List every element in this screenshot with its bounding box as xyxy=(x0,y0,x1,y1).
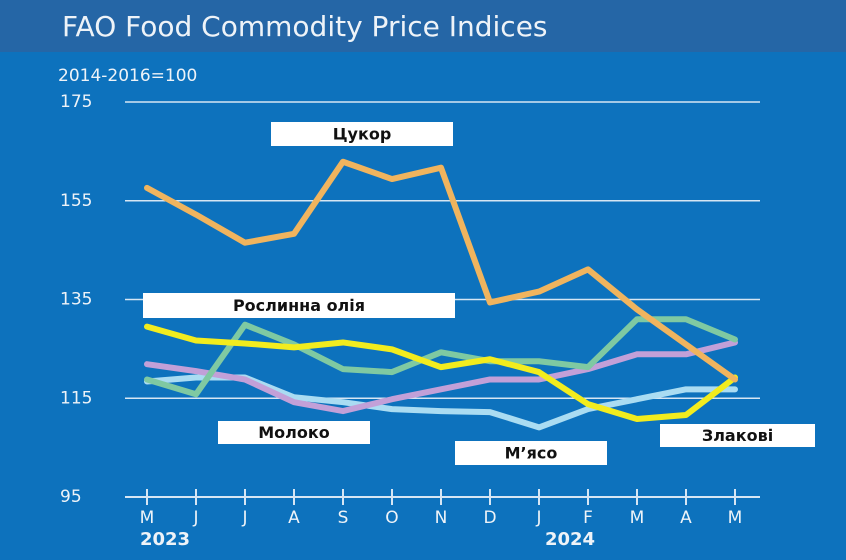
y-tick-label: 155 xyxy=(60,191,92,211)
x-tick-label: A xyxy=(288,508,300,528)
x-tick-label: M xyxy=(140,508,155,528)
year-label: 2023 xyxy=(140,529,190,550)
label-box xyxy=(271,122,453,146)
x-tick-label: J xyxy=(241,508,247,528)
x-tick-label: A xyxy=(680,508,692,528)
series-label: М’ясо xyxy=(505,444,558,463)
label-box xyxy=(143,293,455,318)
series-label: Злакові xyxy=(702,426,773,445)
series-label: Рослинна олія xyxy=(233,296,365,315)
y-tick-label: 95 xyxy=(60,487,82,507)
x-tick-label: J xyxy=(192,508,198,528)
x-tick-label: N xyxy=(435,508,448,528)
x-tick-label: S xyxy=(338,508,349,528)
label-box xyxy=(660,424,815,447)
label-box xyxy=(218,421,370,444)
chart-title: FAO Food Commodity Price Indices xyxy=(62,10,548,43)
y-tick-label: 175 xyxy=(60,92,92,112)
x-tick-label: M xyxy=(630,508,645,528)
y-tick-label: 135 xyxy=(60,290,92,310)
series-line xyxy=(144,158,738,383)
x-tick-label: D xyxy=(483,508,496,528)
x-tick-label: O xyxy=(385,508,398,528)
subtitle: 2014-2016=100 xyxy=(58,66,197,86)
year-label: 2024 xyxy=(545,529,595,550)
series-line xyxy=(144,339,738,415)
y-tick-label: 115 xyxy=(60,388,92,408)
x-tick-label: J xyxy=(535,508,541,528)
series-line xyxy=(144,323,738,422)
series-label: Цукор xyxy=(333,125,392,144)
label-box xyxy=(455,441,607,465)
series-line xyxy=(144,316,738,398)
x-tick-label: F xyxy=(583,508,593,528)
x-tick-label: M xyxy=(728,508,743,528)
series-label: Молоко xyxy=(258,423,329,442)
header-band xyxy=(0,0,846,52)
